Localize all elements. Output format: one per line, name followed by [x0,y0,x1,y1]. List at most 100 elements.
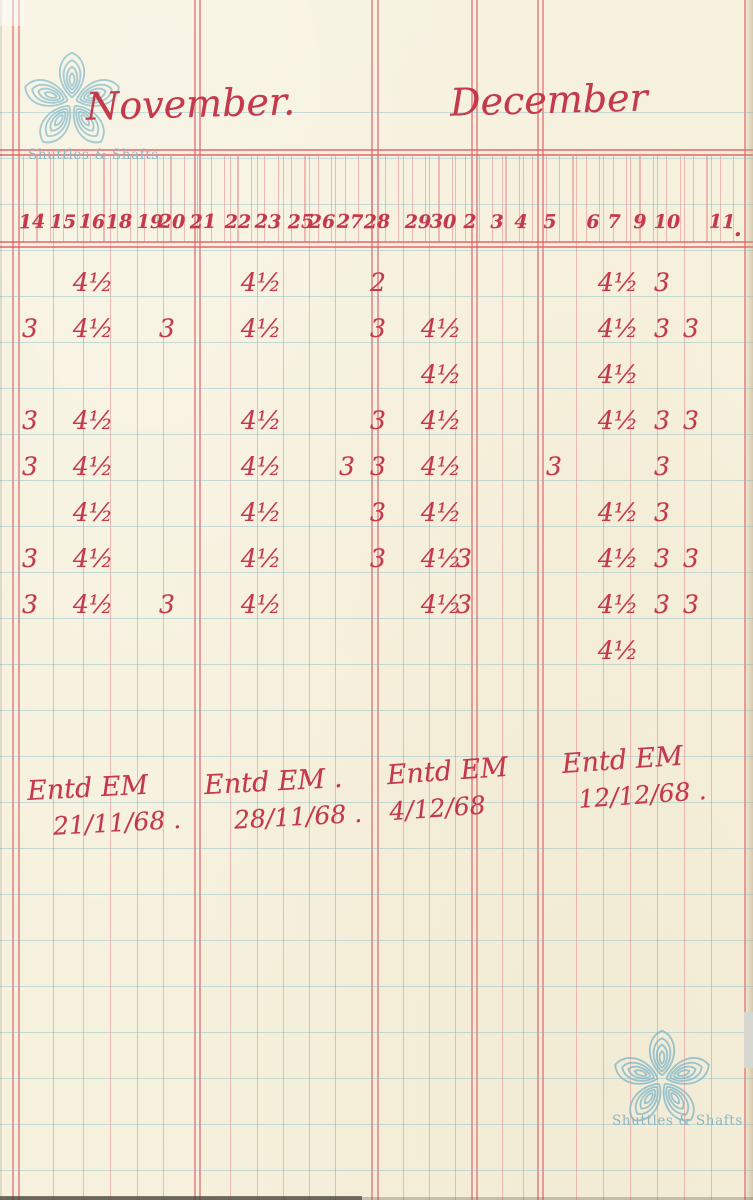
entered-note-text: Entd EM [385,751,509,792]
date-label-6: 6 [586,211,600,233]
hours-cell-row8-day7: 4½ [597,590,639,619]
hours-cell-row7-day14: 3 [22,544,38,573]
red-rule-line [576,155,578,1200]
date-label-20: 20 [158,210,186,234]
red-rule-line [542,0,544,1200]
hours-cell-row6-day23: 4½ [240,498,282,527]
date-label-30: 30 [429,210,457,234]
red-rule-line [532,156,534,242]
hours-cell-row7-day30: 4½ [420,544,462,573]
hours-cell-row7-day2: 3 [456,544,472,573]
date-label-14: 14 [18,210,46,234]
blue-rule-line [0,848,753,850]
hours-cell-row2-day7: 4½ [597,314,639,343]
hours-cell-row9-day7: 4½ [597,636,639,665]
red-rule-line [398,156,400,242]
page-edge-patch [744,1012,753,1068]
red-rule-line [194,0,196,1200]
hours-cell-row7-day7: 4½ [597,544,639,573]
red-rule-line [537,0,539,1200]
hours-cell-row5-day14: 3 [22,452,38,481]
red-rule-line [505,156,507,242]
entered-note-text: Entd EM [26,769,150,807]
blue-rule-line [0,250,753,252]
hours-cell-row8-day14: 3 [22,590,38,619]
watermark-brand-text: Shuttles & Shafts [612,1113,743,1129]
blue-rule-line [0,1170,753,1172]
hours-cell-row8-day23: 4½ [240,590,282,619]
hours-cell-row2-day20: 3 [159,314,175,343]
hours-cell-row2-day23: 4½ [240,314,282,343]
date-label-9: 9 [633,210,647,234]
hours-cell-row6-day30: 4½ [420,498,462,527]
red-rule-line [502,155,504,1200]
blue-rule-line [0,710,753,712]
date-label-27: 27 [336,210,364,234]
hours-cell-row7-day23: 4½ [240,544,282,573]
red-rule-line [572,156,574,242]
hours-cell-row2-day30: 4½ [420,314,462,343]
hours-cell-row6-day7: 4½ [597,498,639,527]
entered-note-2: Entd EM . 28/11/68 . [203,762,362,836]
hours-cell-row5-day23: 4½ [240,452,282,481]
red-rule-line [283,155,285,1200]
red-rule-line [137,155,139,1200]
red-rule-line [309,155,311,1200]
red-rule-line [199,0,201,1200]
entered-note-4: Entd EM 12/12/68 . [561,739,707,815]
red-rule-line [403,155,405,1200]
red-rule-line [12,0,14,1200]
hours-cell-row4-day23: 4½ [240,406,282,435]
hours-cell-row7-day16: 4½ [72,544,114,573]
red-rule-line [476,0,478,1200]
hours-cell-row4-day10: 3 [683,406,699,435]
hours-cell-row7-day9: 3 [654,544,670,573]
hours-cell-row2-day28: 3 [370,314,386,343]
hours-cell-row8-day10: 3 [683,590,699,619]
date-label-4: 4 [514,210,528,234]
month-heading-november: November. [85,79,296,129]
entered-note-1: Entd EM 21/11/68 . [26,768,181,842]
date-label-28: 28 [363,210,391,234]
date-label-18: 18 [105,210,133,234]
month-heading-december: December [449,75,649,125]
hours-cell-row2-day10: 3 [683,314,699,343]
date-row-end-mark: . [734,216,742,242]
blue-rule-line [0,986,753,988]
hours-cell-row5-day27: 3 [339,452,355,481]
red-rule-line [377,0,379,1200]
date-label-2: 2 [463,210,477,234]
entered-note-3: Entd EM 4/12/68 [386,752,511,826]
red-rule-line [559,156,561,242]
date-label-15: 15 [49,211,77,233]
hours-cell-row8-day16: 4½ [72,590,114,619]
date-label-5: 5 [543,210,557,234]
red-rule-line [626,156,628,242]
hours-cell-row4-day30: 4½ [420,406,462,435]
date-label-23: 23 [254,210,282,234]
red-rule-line [0,246,753,248]
blue-rule-line [0,894,753,896]
hours-cell-row8-day20: 3 [159,590,175,619]
red-rule-line [371,0,373,1200]
page-edge-bottom [0,1197,753,1200]
hours-cell-row5-day9: 3 [654,452,670,481]
hours-cell-row3-day7: 4½ [597,360,639,389]
red-rule-line [711,155,713,1200]
date-label-29: 29 [404,211,432,233]
page-edge-left [0,0,2,1200]
blue-rule-line [0,664,753,666]
entered-note-date: 28/11/68 . [233,798,363,835]
entered-note-date: 4/12/68 [388,790,487,827]
hours-cell-row5-day5: 3 [546,452,562,481]
hours-cell-row7-day28: 3 [370,544,386,573]
hours-cell-row4-day14: 3 [22,406,38,435]
date-label-10: 10 [653,211,681,233]
hours-cell-row4-day16: 4½ [72,406,114,435]
hours-cell-row8-day9: 3 [654,590,670,619]
watermark-brand-text: Shuttles & Shafts [28,147,159,163]
date-label-22: 22 [224,211,252,233]
hours-cell-row1-day23: 4½ [240,268,282,297]
hours-cell-row1-day16: 4½ [72,268,114,297]
red-rule-line [18,0,20,1200]
